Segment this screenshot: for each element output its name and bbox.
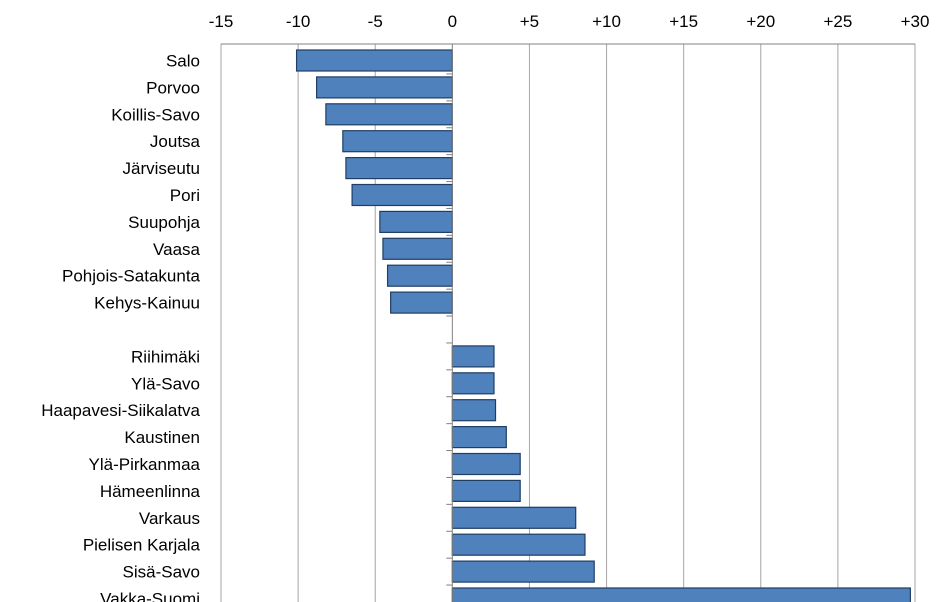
x-tick-label: -15	[209, 12, 234, 31]
category-label: Joutsa	[150, 132, 201, 151]
category-label: Suupohja	[128, 213, 200, 232]
category-label: Varkaus	[139, 509, 200, 528]
bar	[345, 157, 453, 180]
bar	[342, 130, 453, 153]
bar	[451, 560, 595, 583]
bar	[351, 183, 453, 207]
category-label: Riihimäki	[131, 347, 200, 366]
x-tick-label: +25	[823, 12, 852, 31]
x-tick-label: +20	[746, 12, 775, 31]
axes	[221, 43, 915, 602]
category-label: Koillis-Savo	[111, 105, 200, 124]
x-tick-label: -10	[286, 12, 311, 31]
bar	[451, 479, 521, 502]
category-label: Haapavesi-Siikalatva	[41, 401, 200, 420]
category-label: Pori	[170, 186, 200, 205]
bar	[451, 452, 521, 476]
bar	[451, 372, 495, 395]
bar	[295, 49, 453, 72]
bar	[451, 506, 577, 529]
bars	[295, 49, 911, 602]
category-label: Salo	[166, 52, 200, 71]
bar	[451, 587, 911, 602]
category-label: Vaasa	[153, 240, 200, 259]
category-label: Järviseutu	[123, 159, 200, 178]
category-label: Pohjois-Satakunta	[62, 267, 201, 286]
x-tick-label: +10	[592, 12, 621, 31]
category-label: Hämeenlinna	[100, 482, 201, 501]
category-label: Vakka-Suomi	[100, 590, 200, 602]
category-label: Pielisen Karjala	[83, 536, 201, 555]
x-tick-label: -5	[368, 12, 383, 31]
x-tick-label: +15	[669, 12, 698, 31]
bar	[382, 237, 453, 260]
bar	[316, 76, 453, 99]
bar	[390, 291, 453, 314]
category-label: Kehys-Kainuu	[94, 294, 200, 313]
x-tick-label: 0	[448, 12, 457, 31]
bar	[386, 264, 453, 287]
x-axis-tick-labels: -15 -10 -5 0 +5 +10 +15 +20 +25 +30	[209, 12, 930, 31]
x-tick-label: +30	[901, 12, 930, 31]
category-label: Kaustinen	[124, 428, 200, 447]
category-label: Sisä-Savo	[123, 563, 200, 582]
category-label: Porvoo	[146, 78, 200, 97]
bar	[379, 210, 453, 233]
bar	[325, 103, 453, 126]
bar	[451, 426, 507, 449]
bar	[451, 345, 495, 368]
category-labels: Salo Porvoo Koillis-Savo Joutsa Järviseutu Po…	[41, 52, 200, 602]
bar	[451, 533, 586, 556]
category-label: Ylä-Savo	[131, 374, 200, 393]
bar	[451, 399, 497, 422]
category-label: Ylä-Pirkanmaa	[89, 455, 201, 474]
x-tick-label: +5	[520, 12, 539, 31]
